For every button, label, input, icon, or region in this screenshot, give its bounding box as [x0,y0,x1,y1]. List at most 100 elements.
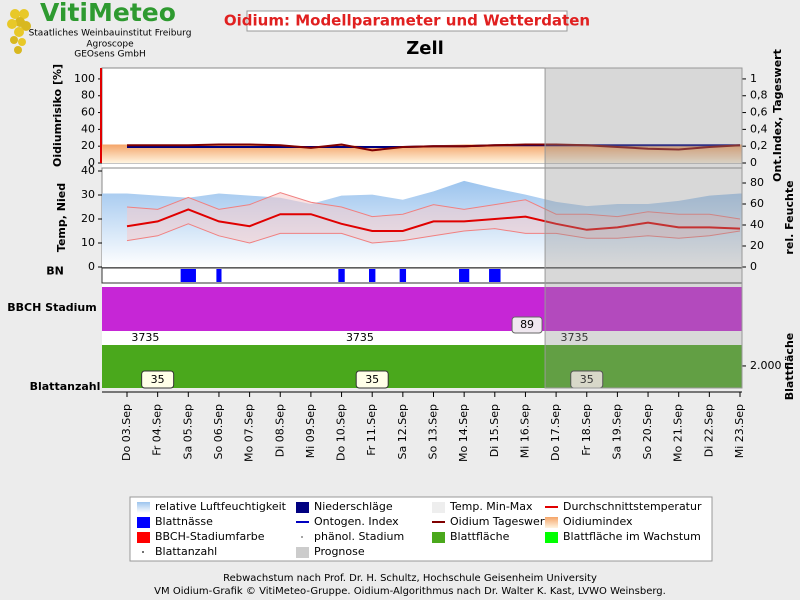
legend: relative Luftfeuchtigkeit Niederschläge Te… [137,500,702,558]
legend-label: BBCH-Stadiumfarbe [155,530,265,543]
legend-label: Temp. Min-Max [449,500,533,513]
axis-label: rel. Feuchte [783,180,796,254]
logo-line: Agroscope [86,40,134,50]
legend-swatch [432,532,445,543]
axis-label: Blattfläche [783,333,796,400]
logo-line: Staatliches Weinbauinstitut Freiburg [29,29,192,39]
y-tick-label: 30 [81,188,95,201]
phase-label: 3735 [560,331,588,344]
x-tick-label: Mo 21.Sep [672,404,685,462]
legend-label: Prognose [314,545,365,558]
x-tick-label: Do 17.Sep [549,404,562,461]
y2-tick-label: 80 [750,176,764,189]
x-tick-label: Mo 07.Sep [243,404,256,462]
bbch-value-label: 89 [520,318,534,331]
y-tick-label: 10 [81,236,95,249]
location: Zell [406,38,444,59]
y-tick-label: 20 [81,212,95,225]
legend-swatch [137,532,150,543]
legend-swatch [296,502,309,513]
y2-tick-label: 1 [750,72,757,85]
x-tick-label: Fr 04.Sep [151,404,164,456]
x-tick-label: Fr 18.Sep [580,404,593,456]
x-tick-label: Mi 23.Sep [733,404,746,458]
x-tick-label: Di 22.Sep [702,404,715,457]
leaf-wetness [459,269,470,282]
phase-label: 3735 [346,331,374,344]
legend-swatch [301,536,303,538]
x-tick-label: Sa 05.Sep [181,404,194,459]
y-tick-label: 80 [81,89,95,102]
footer: Rebwachstum nach Prof. Dr. H. Schultz, H… [223,573,597,584]
axis-label: BN [46,265,64,278]
legend-swatch [432,521,445,523]
legend-swatch [296,547,309,558]
x-tick-label: Do 10.Sep [335,404,348,461]
legend-label: Blattfläche im Wachstum [563,530,701,543]
legend-swatch [137,517,150,528]
legend-label: Blattfläche [450,530,510,543]
legend-swatch [142,551,144,553]
x-tick-label: So 06.Sep [212,404,225,459]
logo [7,9,31,54]
x-tick-label: Mi 16.Sep [518,404,531,458]
legend-label: phänol. Stadium [314,530,404,543]
footer: VM Oidium-Grafik © VitiMeteo-Gruppe. Oid… [154,586,666,597]
y2-tick-label: 0,2 [750,139,768,152]
leaf-wetness [369,269,376,282]
line [127,143,741,152]
x-tick-label: Mo 14.Sep [457,404,470,462]
leaf-wetness [338,269,345,282]
legend-swatch [137,502,150,513]
line [126,208,741,232]
x-tick-label: Di 15.Sep [488,404,501,457]
legend-label: Oidiumindex [563,515,633,528]
axis-label: BBCH Stadium [7,301,96,314]
y2-tick-label: 2.000 [750,359,782,372]
legend-box [129,496,713,562]
x-tick-label: Sa 12.Sep [396,404,409,459]
x-tick-label: Fr 11.Sep [365,404,378,456]
temp-max [126,192,741,220]
leaf-count-box [355,370,389,389]
y-tick-label: 0 [88,260,95,273]
x-tick-label: Sa 19.Sep [610,404,623,459]
y2-tick-label: 20 [750,239,764,252]
y-tick-label: 0 [88,156,95,169]
leaf-wetness [216,269,222,282]
leaf-count-label: 35 [151,373,165,386]
axis-label: Oidiumrisiko [%] [51,64,64,167]
legend-swatch [545,506,558,508]
y2-tick-label: 0 [750,260,757,273]
y-tick-label: 40 [81,122,95,135]
axis-label: Ont.Index, Tageswert [771,49,784,182]
title-box [246,10,568,32]
title: Oidium: Modellparameter und Wetterdaten [224,12,590,30]
bbch-label-box [511,316,543,334]
y2-tick-label: 0,6 [750,106,768,119]
y2-tick-label: 0,8 [750,89,768,102]
y-tick-label: 60 [81,106,95,119]
y2-tick-label: 0,4 [750,122,768,135]
y-tick-label: 20 [81,139,95,152]
axis-label: Blattanzahl [30,380,101,393]
legend-swatch [545,532,558,543]
y2-tick-label: 40 [750,218,764,231]
leaf-count-box [141,370,175,389]
legend-label: relative Luftfeuchtigkeit [155,500,287,513]
legend-swatch [545,517,558,528]
prognose [544,67,743,389]
legend-swatch [296,521,309,523]
bbch-band [102,287,742,331]
legend-swatch [432,502,445,513]
temp-min [126,223,741,244]
logo-line: GEOsens GmbH [74,50,145,60]
axis-label: Temp, Nied [55,183,68,252]
x-tick-label: So 13.Sep [427,404,440,459]
y2-tick-label: 0 [750,156,757,169]
legend-label: Blattanzahl [155,545,217,558]
leaf-count-label: 35 [365,373,379,386]
phase-label: 3735 [131,331,159,344]
